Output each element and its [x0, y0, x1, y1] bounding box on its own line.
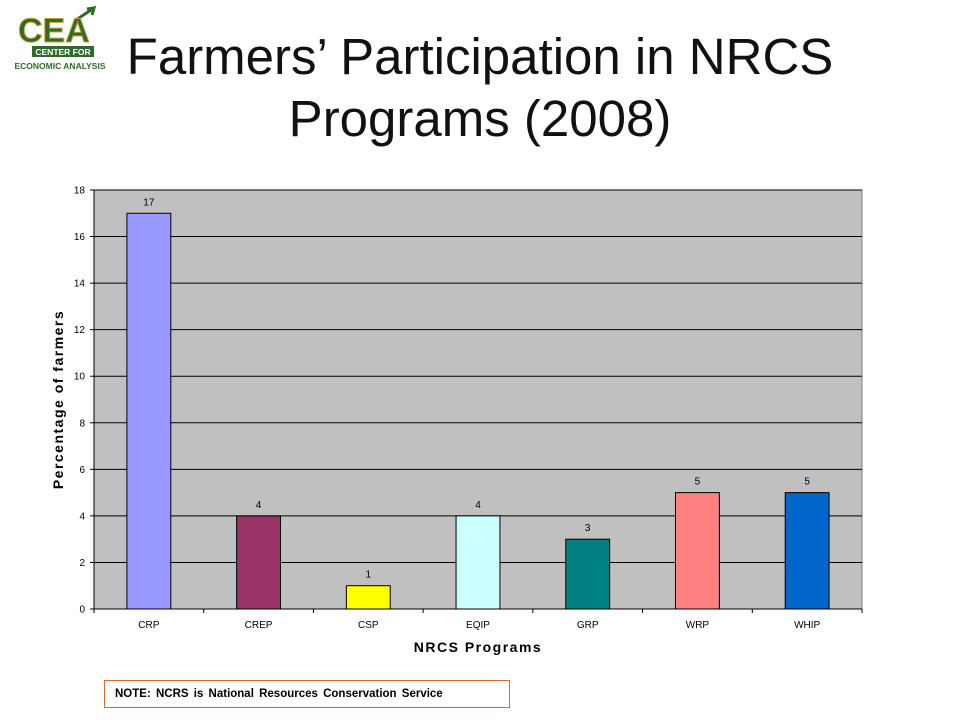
logo-line1: CENTER FOR — [35, 47, 90, 57]
x-tick-label: CREP — [245, 620, 273, 631]
data-label: 17 — [143, 197, 155, 208]
x-tick-label: WRP — [686, 620, 710, 631]
data-label: 4 — [475, 500, 481, 511]
bar-csp — [345, 585, 391, 610]
data-label: 1 — [366, 570, 372, 581]
y-tick-label: 18 — [74, 186, 86, 197]
title-line-1: Farmers’ Participation in NRCS — [126, 28, 834, 85]
x-tick-label: CSP — [358, 620, 379, 631]
bar-wrp — [674, 492, 720, 610]
bar-grp — [565, 538, 611, 610]
footnote: NOTE: NCRS is National Resources Conserv… — [104, 680, 510, 708]
bar-eqip — [455, 515, 501, 610]
y-tick-label: 12 — [74, 325, 86, 336]
x-tick-label: EQIP — [466, 620, 490, 631]
x-tick-label: WHIP — [794, 620, 820, 631]
cea-logo: CEA CENTER FOR ECONOMIC ANALYSIS — [15, 6, 106, 71]
x-axis-title: NRCS Programs — [414, 639, 542, 655]
logo-band — [32, 46, 94, 57]
data-label: 4 — [256, 500, 262, 511]
logo-line2: ECONOMIC ANALYSIS — [15, 61, 106, 71]
growth-arrow-icon — [75, 6, 97, 22]
y-tick-label: 16 — [74, 232, 86, 243]
y-tick-label: 6 — [79, 465, 85, 476]
y-tick-label: 0 — [79, 605, 85, 616]
bar-crp — [126, 212, 172, 610]
data-label: 5 — [695, 477, 701, 488]
y-tick-label: 14 — [74, 279, 86, 290]
data-label: 3 — [585, 523, 591, 534]
data-label: 5 — [804, 477, 810, 488]
title-line-2: Programs (2008) — [288, 90, 672, 147]
y-tick-label: 4 — [79, 511, 85, 522]
y-tick-label: 8 — [79, 418, 85, 429]
y-tick-label: 2 — [79, 558, 85, 569]
slide-title: Farmers’ Participation in NRCS Programs … — [110, 26, 850, 150]
x-tick-label: GRP — [577, 620, 599, 631]
bar-crep — [236, 515, 282, 610]
bar-whip — [784, 492, 830, 610]
x-tick-label: CRP — [138, 620, 159, 631]
y-tick-label: 10 — [74, 372, 86, 383]
logo-wordmark: CEA — [18, 12, 90, 50]
y-axis-title: Percentage of farmers — [50, 310, 66, 489]
